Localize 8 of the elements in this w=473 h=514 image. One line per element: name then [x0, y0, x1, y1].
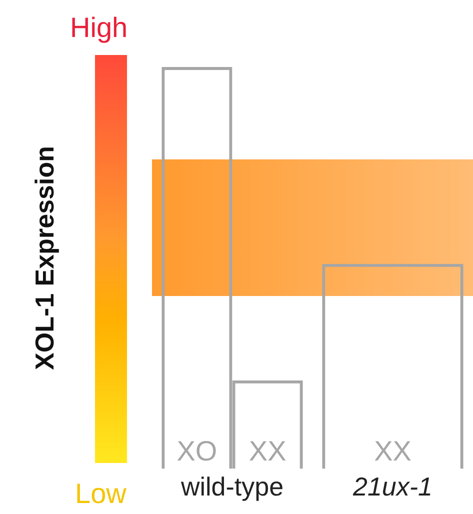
- series-label: XO: [176, 436, 218, 467]
- x-tick-label: 21ux-1: [352, 472, 432, 502]
- text: High: [70, 12, 128, 44]
- text: XX: [374, 436, 412, 467]
- y-axis-title: XOL-1 Expression: [30, 146, 60, 370]
- x-tick-label: wild-type: [180, 472, 284, 502]
- series-label: XX: [248, 436, 287, 467]
- text: Low: [75, 478, 126, 510]
